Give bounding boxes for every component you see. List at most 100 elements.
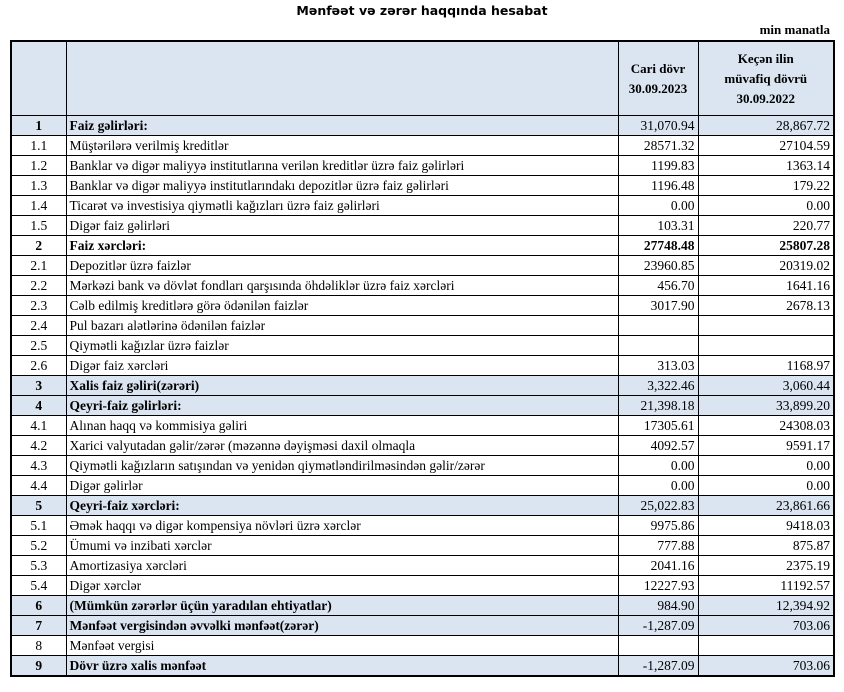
previous-period-value: 23,861.66 xyxy=(697,495,835,516)
row-label: Mərkəzi bank və dövlət fondları qarşısın… xyxy=(65,275,619,296)
table-row: 7 Mənfəət vergisindən əvvəlki mənfəət(zər… xyxy=(10,615,835,636)
current-period-value: -1,287.09 xyxy=(617,655,699,677)
previous-period-value: 703.06 xyxy=(697,655,835,677)
previous-period-value: 220.77 xyxy=(697,215,835,236)
current-period-value: 984.90 xyxy=(617,595,699,616)
previous-period-value: 12,394.92 xyxy=(697,595,835,616)
row-number: 3 xyxy=(10,375,67,396)
row-label: Digər faiz xərcləri xyxy=(65,355,619,376)
previous-period-value xyxy=(697,635,835,656)
row-number: 6 xyxy=(10,595,67,616)
row-label: Faiz xərcləri: xyxy=(65,235,619,256)
row-label: Xarici valyutadan gəlir/zərər (məzənnə d… xyxy=(65,435,619,456)
row-number: 2.4 xyxy=(10,315,67,336)
current-period-value: 9975.86 xyxy=(617,515,699,536)
row-label: Digər faiz gəlirləri xyxy=(65,215,619,236)
previous-period-value: 2678.13 xyxy=(697,295,835,316)
table-row: 4.1 Alınan haqq və kommisiya gəliri 17305.… xyxy=(10,415,835,436)
table-row: 1.2 Banklar və digər maliyyə institutları… xyxy=(10,155,835,176)
row-number: 5.4 xyxy=(10,575,67,596)
previous-period-value: 1641.16 xyxy=(697,275,835,296)
table-row: 8 Mənfəət vergisi xyxy=(10,635,835,656)
row-label: Xalis faiz gəliri(zərəri) xyxy=(65,375,619,396)
row-number: 1.5 xyxy=(10,215,67,236)
row-label: Qeyri-faiz xərcləri: xyxy=(65,495,619,516)
row-label: Mənfəət vergisi xyxy=(65,635,619,656)
previous-period-value: 9591.17 xyxy=(697,435,835,456)
previous-period-value: 875.87 xyxy=(697,535,835,556)
header-current-period: Cari dövr 30.09.2023 xyxy=(617,40,699,116)
header-prev-line2: müvafiq dövrü xyxy=(724,70,808,86)
table-row: 1.3 Banklar və digər maliyyə institutları… xyxy=(10,175,835,196)
table-row: 2.1 Depozitlər üzrə faizlər 23960.85 20319.… xyxy=(10,255,835,276)
previous-period-value: 1168.97 xyxy=(697,355,835,376)
table-row: 2.5 Qiymətli kağızlar üzrə faizlər xyxy=(10,335,835,356)
current-period-value: 4092.57 xyxy=(617,435,699,456)
table-row: 9 Dövr üzrə xalis mənfəət -1,287.09 703.06 xyxy=(10,655,835,677)
row-label: Alınan haqq və kommisiya gəliri xyxy=(65,415,619,436)
current-period-value: 2041.16 xyxy=(617,555,699,576)
header-prev-line3: 30.09.2022 xyxy=(736,90,796,106)
current-period-value xyxy=(617,335,699,356)
row-number: 2.3 xyxy=(10,295,67,316)
previous-period-value: 33,899.20 xyxy=(697,395,835,416)
current-period-value: 27748.48 xyxy=(617,235,699,256)
previous-period-value: 20319.02 xyxy=(697,255,835,276)
current-period-value: 25,022.83 xyxy=(617,495,699,516)
row-number: 4.3 xyxy=(10,455,67,476)
row-number: 2.2 xyxy=(10,275,67,296)
table-row: 3 Xalis faiz gəliri(zərəri) 3,322.46 3,060.… xyxy=(10,375,835,396)
row-label: Pul bazarı alətlərinə ödənilən faizlər xyxy=(65,315,619,336)
row-number: 4.2 xyxy=(10,435,67,456)
current-period-value: 17305.61 xyxy=(617,415,699,436)
row-label: Digər xərclər xyxy=(65,575,619,596)
previous-period-value: 0.00 xyxy=(697,455,835,476)
current-period-value: 31,070.94 xyxy=(617,115,699,136)
header-current-line1: Cari dövr xyxy=(630,60,686,76)
row-number: 2.5 xyxy=(10,335,67,356)
row-label: Müştərilərə verilmiş kreditlər xyxy=(65,135,619,156)
table-row: 4.4 Digər gəlirlər 0.00 0.00 xyxy=(10,475,835,496)
row-number: 7 xyxy=(10,615,67,636)
row-label: Digər gəlirlər xyxy=(65,475,619,496)
current-period-value: 777.88 xyxy=(617,535,699,556)
current-period-value: 28571.32 xyxy=(617,135,699,156)
table-row: 1 Faiz gəlirləri: 31,070.94 28,867.72 xyxy=(10,115,835,136)
income-statement-table: Cari dövr 30.09.2023 Keçən ilin müvafiq … xyxy=(10,40,835,677)
row-label: Cəlb edilmiş kreditlərə görə ödənilən fa… xyxy=(65,295,619,316)
previous-period-value: 703.06 xyxy=(697,615,835,636)
current-period-value: 0.00 xyxy=(617,455,699,476)
row-number: 1.1 xyxy=(10,135,67,156)
row-label: Depozitlər üzrə faizlər xyxy=(65,255,619,276)
current-period-value: 3017.90 xyxy=(617,295,699,316)
row-number: 2.6 xyxy=(10,355,67,376)
row-number: 4 xyxy=(10,395,67,416)
previous-period-value: 25807.28 xyxy=(697,235,835,256)
current-period-value: -1,287.09 xyxy=(617,615,699,636)
previous-period-value: 0.00 xyxy=(697,195,835,216)
current-period-value: 0.00 xyxy=(617,475,699,496)
row-number: 2 xyxy=(10,235,67,256)
table-row: 4 Qeyri-faiz gəlirləri: 21,398.18 33,899.20 xyxy=(10,395,835,416)
table-row: 6 (Mümkün zərərlər üçün yaradılan ehtiyat… xyxy=(10,595,835,616)
row-number: 5 xyxy=(10,495,67,516)
previous-period-value: 27104.59 xyxy=(697,135,835,156)
current-period-value: 1196.48 xyxy=(617,175,699,196)
header-row: Cari dövr 30.09.2023 Keçən ilin müvafiq … xyxy=(10,40,835,116)
previous-period-value: 24308.03 xyxy=(697,415,835,436)
table-row: 2.3 Cəlb edilmiş kreditlərə görə ödənilən… xyxy=(10,295,835,316)
report-title: Mənfəət və zərər haqqında hesabat xyxy=(296,3,548,18)
row-label: Qiymətli kağızların satışından və yenidə… xyxy=(65,455,619,476)
table-row: 5.3 Amortizasiya xərcləri 2041.16 2375.19 xyxy=(10,555,835,576)
current-period-value: 3,322.46 xyxy=(617,375,699,396)
table-row: 4.2 Xarici valyutadan gəlir/zərər (məzənn… xyxy=(10,435,835,456)
row-label: Mənfəət vergisindən əvvəlki mənfəət(zərə… xyxy=(65,615,619,636)
previous-period-value: 2375.19 xyxy=(697,555,835,576)
current-period-value: 103.31 xyxy=(617,215,699,236)
row-number: 1 xyxy=(10,115,67,136)
row-number: 5.2 xyxy=(10,535,67,556)
row-number: 5.1 xyxy=(10,515,67,536)
previous-period-value xyxy=(697,335,835,356)
row-number: 1.3 xyxy=(10,175,67,196)
table-row: 1.1 Müştərilərə verilmiş kreditlər 28571.3… xyxy=(10,135,835,156)
